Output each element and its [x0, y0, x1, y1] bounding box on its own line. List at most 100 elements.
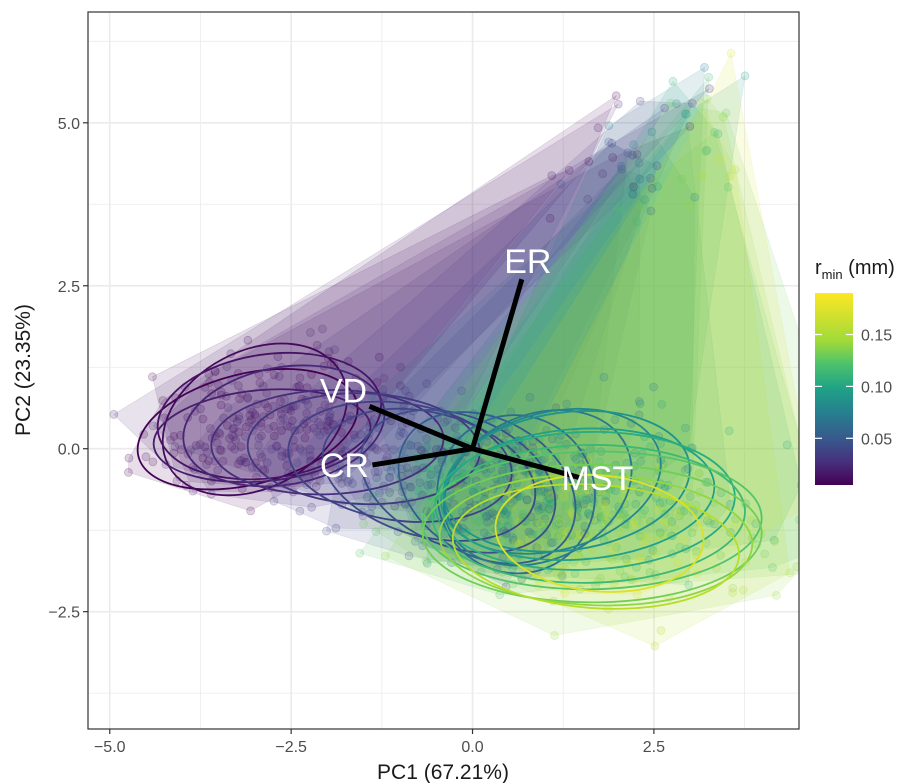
group-ellipse [421, 463, 763, 604]
sample-point [596, 486, 606, 496]
sample-point [716, 551, 725, 560]
sample-point [169, 431, 179, 441]
sample-point [583, 194, 592, 204]
sample-point [634, 396, 644, 406]
sample-point [388, 445, 398, 455]
sample-point [600, 511, 609, 520]
loading-line-er [470, 278, 525, 450]
sample-point [300, 433, 310, 443]
sample-point [324, 412, 334, 421]
sample-point [305, 451, 315, 461]
sample-point [468, 485, 478, 495]
loading-arrows: ER VD CR MST [320, 243, 633, 498]
sample-point [316, 421, 326, 430]
sample-point [402, 463, 412, 473]
legend-break-label: 0.10 [861, 379, 892, 396]
sample-point [690, 192, 700, 202]
sample-point [367, 441, 377, 451]
sample-point [396, 427, 406, 437]
sample-point [374, 352, 384, 362]
sample-point [535, 542, 545, 552]
sample-point [263, 403, 273, 413]
sample-point [519, 509, 528, 519]
sample-point [558, 572, 567, 582]
sample-point [212, 438, 222, 448]
loading-line-mst [471, 446, 582, 481]
sample-point [399, 428, 408, 438]
sample-point [730, 520, 740, 530]
sample-point [254, 441, 264, 450]
group-ellipse [182, 364, 386, 488]
axis-ticks: −5.0 −2.5 0.0 2.5 −2.5 0.0 2.5 5.0 [48, 116, 665, 756]
sample-point [656, 626, 666, 635]
sample-point [123, 467, 133, 477]
sample-point [593, 123, 603, 133]
sample-point [109, 409, 119, 419]
sample-point [478, 492, 488, 502]
sample-point [267, 444, 277, 454]
sample-point [503, 504, 513, 514]
sample-point [769, 535, 779, 545]
sample-point [269, 496, 279, 506]
sample-point [607, 138, 617, 148]
group-hull [353, 76, 710, 586]
sample-point [812, 497, 820, 505]
sample-point [631, 499, 641, 509]
sample-point [237, 456, 246, 465]
sample-point [619, 509, 629, 519]
sample-point [772, 591, 781, 600]
sample-point [543, 488, 553, 498]
group-hull [163, 126, 691, 493]
y-tick-label: 5.0 [58, 116, 80, 133]
sample-point [325, 412, 335, 422]
sample-point [542, 496, 552, 506]
sample-point [545, 490, 555, 500]
loading-label-cr: CR [320, 447, 369, 485]
sample-point [481, 512, 491, 522]
group-ellipse [494, 474, 705, 593]
sample-point [593, 577, 602, 586]
sample-point [298, 446, 307, 456]
sample-point [286, 406, 296, 416]
sample-point [534, 509, 543, 519]
sample-point [571, 530, 581, 540]
sample-point [692, 547, 701, 556]
loading-line-cr [371, 446, 473, 468]
sample-point [370, 467, 380, 477]
sample-point [276, 397, 285, 406]
sample-point [483, 517, 493, 527]
sample-point [406, 441, 416, 450]
sample-point [497, 513, 507, 523]
sample-point [610, 415, 620, 425]
sample-point [373, 467, 383, 477]
sample-point [246, 506, 256, 516]
sample-point [450, 423, 460, 433]
sample-point [596, 512, 605, 522]
sample-point [575, 486, 585, 496]
sample-point [613, 99, 623, 109]
sample-point [782, 440, 792, 450]
sample-point [544, 494, 554, 504]
sample-point [680, 465, 690, 475]
sample-point [440, 417, 450, 427]
sample-point [663, 518, 673, 528]
sample-point [653, 182, 662, 191]
sample-point [216, 446, 226, 455]
sample-point [785, 568, 795, 578]
sample-point [659, 503, 669, 513]
sample-point [385, 473, 395, 483]
group-hull [391, 165, 652, 574]
sample-point [282, 421, 292, 431]
sample-point [673, 509, 683, 519]
sample-point [482, 511, 492, 521]
sample-point [554, 435, 564, 444]
sample-point [704, 72, 714, 82]
sample-point [227, 430, 237, 440]
sample-point [676, 508, 686, 518]
sample-point [702, 94, 712, 104]
sample-point [299, 419, 309, 429]
sample-point [696, 98, 706, 107]
sample-point [323, 416, 333, 426]
sample-point [574, 552, 584, 561]
sample-point [650, 641, 660, 651]
